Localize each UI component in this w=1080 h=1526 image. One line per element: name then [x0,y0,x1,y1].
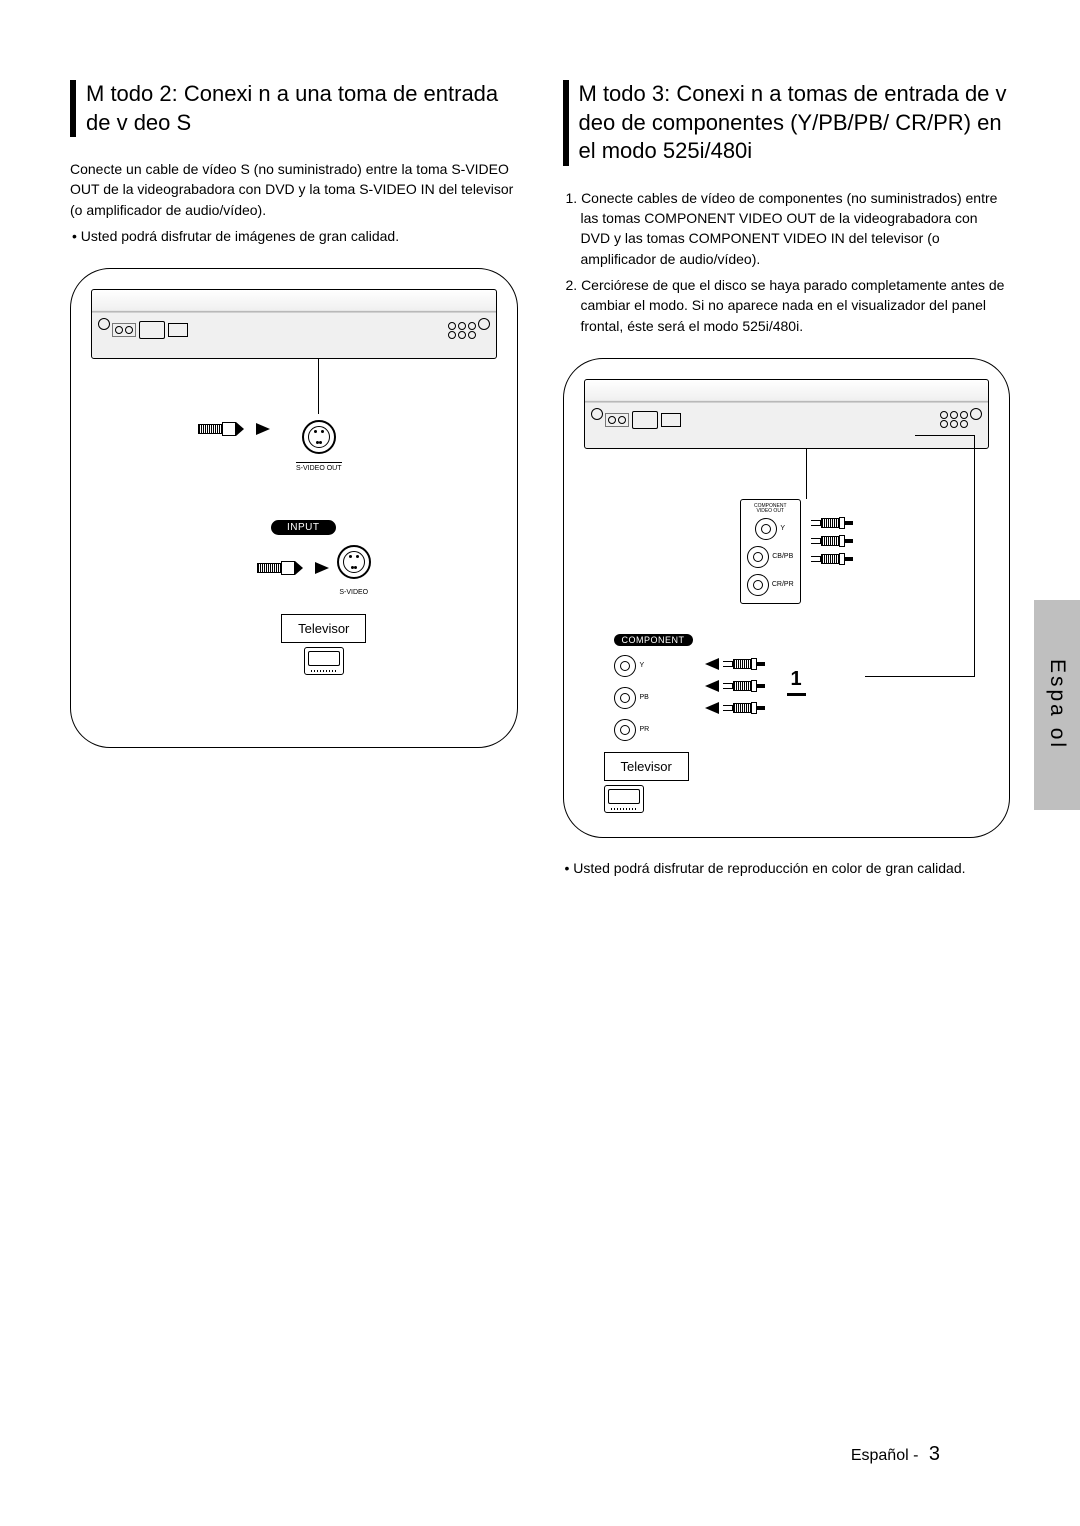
left-bullet-1: • Usted podrá disfrutar de imágenes de g… [70,226,518,246]
right-jack-grid [940,411,968,428]
label-pb: PB [640,694,649,701]
svideo-out-port-icon [302,420,336,454]
footer-page-number: 3 [929,1443,940,1465]
port-rect-icon [139,321,165,339]
right-title: M todo 3: Conexi n a tomas de entrada de… [563,80,1011,166]
language-tab: Espa ol [1034,600,1080,810]
jack-cluster-icon [112,323,136,337]
left-intro-text: Conecte un cable de vídeo S (no suminist… [70,159,518,220]
right-step-1: 1. Conecte cables de vídeo de componente… [563,188,1011,269]
svideo-in-port-icon [337,545,371,579]
page-footer: Español - 3 [851,1443,940,1466]
arrow-right-icon [256,423,270,435]
arrow-left-icon [705,658,719,670]
footer-lang: Español - [851,1447,919,1464]
tv-port-pb-icon [614,687,636,709]
bracket-line [974,435,975,677]
label-pr: PR [640,726,650,733]
rca-plug-icon [811,553,853,565]
tv-icon [304,647,344,675]
tv-port-y-icon [614,655,636,677]
component-port-pr-icon [747,574,769,596]
component-out-group: COMPONENT VIDEO OUT Y CB/PB CR/PR [740,499,801,604]
step-number-1: 1 [787,668,806,696]
component-badge: COMPONENT [614,634,693,646]
device-back-panel [91,289,497,359]
bracket-line [865,676,975,677]
bracket-line [915,435,975,436]
page-content: M todo 2: Conexi n a una toma de entrada… [0,0,1080,924]
port-rect-icon [661,413,681,427]
port-rect-icon [168,323,188,337]
left-title: M todo 2: Conexi n a una toma de entrada… [70,80,518,137]
device-back-panel [584,379,990,449]
left-diagram: S-VIDEO OUT INPUT [70,268,518,748]
rca-plug-icon [811,535,853,547]
callout-line [318,359,319,414]
component-port-y-icon [755,518,777,540]
right-diagram: COMPONENT VIDEO OUT Y CB/PB CR/PR COMPON… [563,358,1011,838]
title-bar-icon [70,80,76,137]
right-step-2: 2. Cerciórese de que el disco se haya pa… [563,275,1011,336]
jack-cluster-icon [605,413,629,427]
right-title-text: M todo 3: Conexi n a tomas de entrada de… [579,80,1011,166]
cable-plug-icon [257,561,307,575]
rca-plug-icon [811,517,853,529]
arrow-left-icon [705,702,719,714]
left-title-text: M todo 2: Conexi n a una toma de entrada… [86,80,518,137]
label-y: Y [780,525,785,532]
rca-plug-icon [723,680,765,692]
rca-plug-icon [723,702,765,714]
title-bar-icon [563,80,569,166]
rca-plug-icon [723,658,765,670]
svideo-in-label: S-VIDEO [339,587,368,596]
callout-line [806,449,807,499]
label-pr-cr: CR/PR [772,581,794,588]
arrow-left-icon [705,680,719,692]
tv-port-pr-icon [614,719,636,741]
tv-label-box: Televisor [604,752,689,781]
label-y: Y [640,662,645,669]
tv-icon [604,785,644,813]
label-pb-cb: CB/PB [772,553,793,560]
left-column: M todo 2: Conexi n a una toma de entrada… [70,80,518,884]
right-bullet-1: • Usted podrá disfrutar de reproducción … [563,858,1011,878]
input-badge: INPUT [271,520,336,535]
cable-plug-icon [198,422,248,436]
arrow-right-icon [315,562,329,574]
port-rect-icon [632,411,658,429]
right-column: M todo 3: Conexi n a tomas de entrada de… [563,80,1011,884]
language-tab-text: Espa ol [1045,659,1069,750]
svideo-out-label: S-VIDEO OUT [296,462,342,472]
right-jack-grid [448,322,476,339]
component-port-pb-icon [747,546,769,568]
tv-label-box: Televisor [281,614,366,643]
